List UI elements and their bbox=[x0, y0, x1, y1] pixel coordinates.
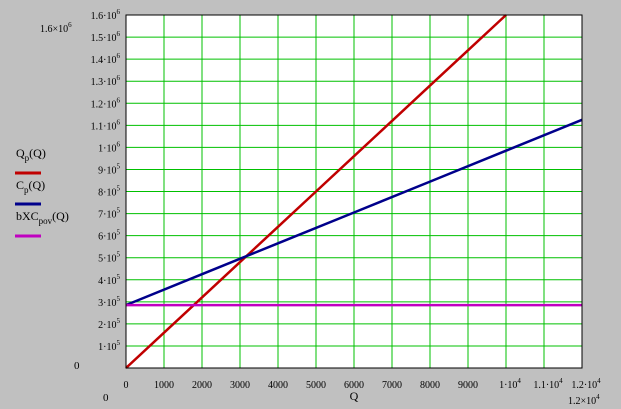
y-tick-label-4: 4·105 bbox=[98, 273, 120, 287]
series-line-0 bbox=[125, 14, 507, 369]
y-tick-label-7: 7·105 bbox=[98, 207, 120, 221]
y-max-label-base: 1.6×10 bbox=[40, 24, 68, 35]
series-line-1 bbox=[125, 118, 583, 307]
plot-frame bbox=[125, 14, 583, 369]
legend-label-1: Cp(Q) bbox=[16, 178, 45, 195]
legend: Qp(Q) Cp(Q) bXCpov(Q) bbox=[15, 146, 69, 238]
y-max-label: 1.6×106 bbox=[40, 21, 72, 35]
x-tick-label-8: 8000 bbox=[420, 380, 440, 391]
x-tick-label-1: 1000 bbox=[154, 380, 174, 391]
y-tick-label-14: 1.4·106 bbox=[91, 52, 121, 66]
legend-label-2: bXCpov(Q) bbox=[16, 209, 69, 226]
y-tick-label-8: 8·105 bbox=[98, 185, 120, 199]
y-tick-label-9: 9·105 bbox=[98, 162, 120, 176]
x-tick-label-12: 1.2·104 bbox=[571, 377, 601, 391]
grid-lines bbox=[125, 14, 583, 369]
y-tick-label-12: 1.2·106 bbox=[91, 96, 121, 110]
x-tick-label-5: 5000 bbox=[306, 380, 326, 391]
y-max-label-exp: 6 bbox=[68, 21, 72, 29]
x-min-label: 0 bbox=[103, 392, 109, 404]
x-tick-label-2: 2000 bbox=[192, 380, 212, 391]
x-tick-label-9: 9000 bbox=[458, 380, 478, 391]
x-max-label-exp: 4 bbox=[596, 393, 600, 401]
y-tick-label-11: 1.1·106 bbox=[91, 118, 121, 132]
x-tick-label-11: 1.1·104 bbox=[533, 377, 563, 391]
x-tick-label-0: 0 bbox=[124, 380, 129, 391]
x-tick-label-4: 4000 bbox=[268, 380, 288, 391]
legend-label-0: Qp(Q) bbox=[16, 146, 46, 163]
y-tick-labels: 1·105 2·105 3·105 4·105 5·105 6·105 7·105 8·105… bbox=[91, 8, 121, 353]
y-tick-label-13: 1.3·106 bbox=[91, 74, 121, 88]
y-tick-label-5: 5·105 bbox=[98, 251, 120, 265]
y-tick-label-15: 1.5·106 bbox=[91, 30, 121, 44]
x-tick-label-6: 6000 bbox=[344, 380, 364, 391]
x-axis-title: Q bbox=[350, 389, 359, 403]
x-tick-label-10: 1·104 bbox=[499, 377, 521, 391]
y-tick-label-6: 6·105 bbox=[98, 229, 120, 243]
x-tick-label-7: 7000 bbox=[382, 380, 402, 391]
x-max-label: 1.2×104 bbox=[568, 393, 600, 407]
y-tick-label-10: 1·106 bbox=[98, 140, 120, 154]
y-tick-label-2: 2·105 bbox=[98, 317, 120, 331]
series-lines bbox=[125, 14, 583, 369]
y-tick-label-1: 1·105 bbox=[98, 339, 120, 353]
y-tick-label-16: 1.6·106 bbox=[91, 8, 121, 22]
x-max-label-base: 1.2×10 bbox=[568, 396, 596, 407]
x-tick-labels: 0 1000 2000 3000 4000 5000 6000 7000 8000 9000 1·1… bbox=[124, 377, 602, 391]
y-min-label: 0 bbox=[74, 360, 80, 372]
x-tick-label-3: 3000 bbox=[230, 380, 250, 391]
y-tick-label-3: 3·105 bbox=[98, 295, 120, 309]
